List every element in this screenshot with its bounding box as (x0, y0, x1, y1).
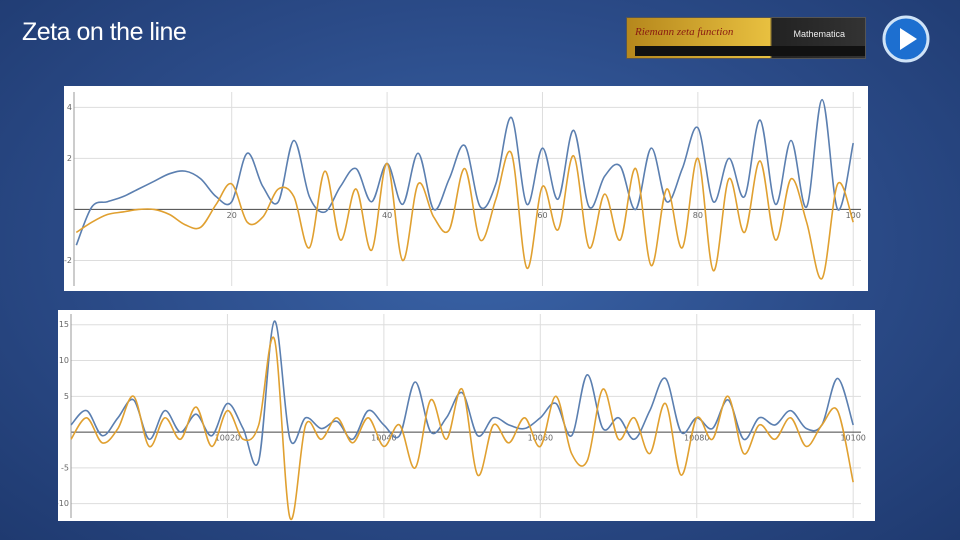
chart: 20 40 60 80 100 -2 2 4 (64, 86, 868, 291)
x-tick-label: 80 (693, 211, 703, 220)
y-tick-label: -10 (58, 499, 69, 508)
thumbnail-strip (635, 46, 865, 56)
y-tick-label: 4 (67, 103, 72, 112)
y-tick-label: 5 (64, 392, 69, 401)
series-line (75, 98, 855, 246)
thumbnail[interactable]: Riemann zeta function Mathematica (626, 17, 866, 59)
y-tick-label: -2 (64, 256, 72, 265)
x-tick-label: 60 (537, 211, 547, 220)
x-tick-label: 100 (846, 211, 861, 220)
x-tick-label: 20 (227, 211, 237, 220)
y-tick-label: 15 (59, 320, 69, 329)
x-tick-label: 10040 (371, 434, 396, 443)
x-tick-label: 40 (382, 211, 392, 220)
y-tick-label: -5 (61, 463, 69, 472)
x-tick-label: 10100 (840, 434, 865, 443)
play-icon (900, 28, 917, 50)
thumbnail-brand: Mathematica (793, 29, 845, 39)
y-tick-label: 2 (67, 154, 72, 163)
y-tick-label: 10 (59, 356, 69, 365)
x-tick-label: 10080 (684, 434, 709, 443)
series-line (75, 150, 854, 280)
series-line (70, 336, 854, 521)
x-tick-label: 10060 (528, 434, 553, 443)
thumbnail-heading: Riemann zeta function (635, 26, 734, 38)
chart: 10020 10040 10060 10080 10100 -10 -5 5 10 15 (58, 310, 875, 521)
slide-title: Zeta on the line (22, 18, 187, 46)
series-line (70, 320, 854, 466)
x-tick-label: 10020 (215, 434, 240, 443)
play-button[interactable] (882, 15, 930, 63)
